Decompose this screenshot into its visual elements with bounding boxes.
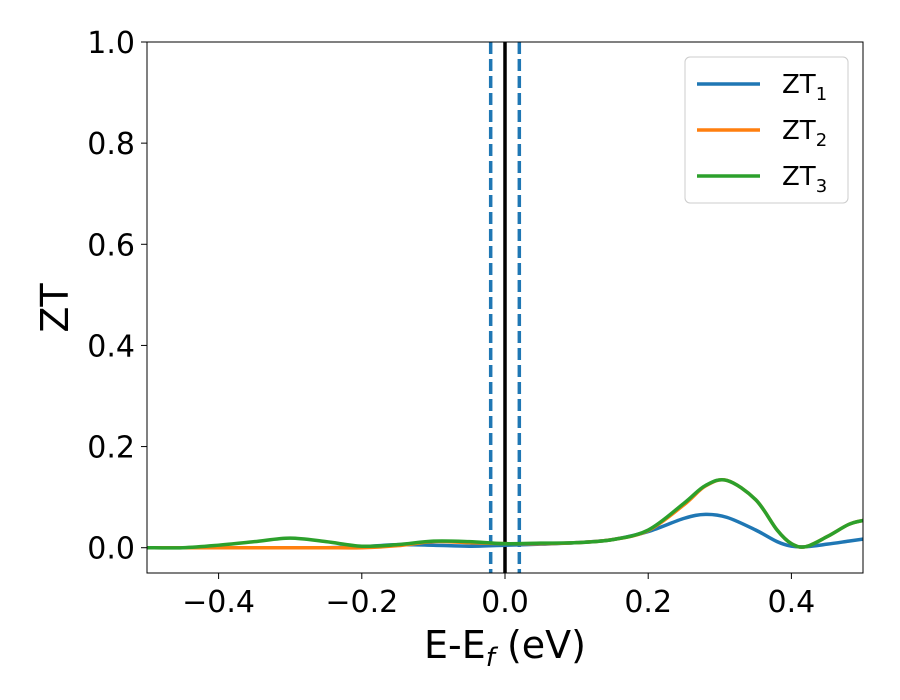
x-tick-label: −0.4 <box>182 585 255 620</box>
series-line-zt3 <box>147 477 863 550</box>
y-axis-label: ZT <box>33 283 77 333</box>
series-group <box>147 477 863 550</box>
legend-label-zt3: ZT3 <box>782 162 827 197</box>
y-axis-ticks: 0.0 0.2 0.4 0.6 0.8 1.0 <box>87 26 147 567</box>
x-tick-label: 0.4 <box>768 585 816 620</box>
reference-lines <box>488 42 522 573</box>
y-tick-label: 0.2 <box>87 431 135 466</box>
x-axis-label: E-Ef (eV) <box>424 623 586 673</box>
x-tick-label: 0.0 <box>481 585 529 620</box>
x-axis-ticks: −0.4 −0.2 0.0 0.2 0.4 <box>182 573 815 620</box>
legend-label-zt1: ZT1 <box>782 70 827 105</box>
y-tick-label: 0.8 <box>87 127 135 162</box>
legend-box <box>684 56 849 204</box>
y-tick-label: 0.4 <box>87 329 135 364</box>
y-tick-label: 1.0 <box>87 26 135 61</box>
y-tick-label: 0.6 <box>87 228 135 263</box>
legend: ZT1 ZT2 ZT3 <box>684 56 849 204</box>
x-tick-label: 0.2 <box>624 585 672 620</box>
y-tick-label: 0.0 <box>87 532 135 567</box>
legend-label-zt2: ZT2 <box>782 116 827 151</box>
x-tick-label: −0.2 <box>325 585 398 620</box>
